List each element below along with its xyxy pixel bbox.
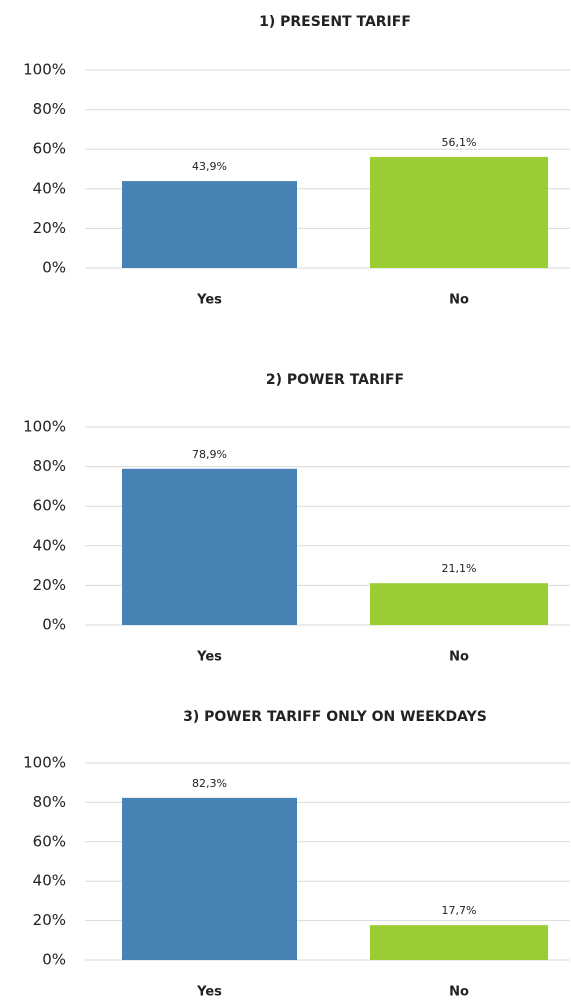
- y-tick-label: 20%: [33, 911, 66, 929]
- value-label: 78,9%: [192, 448, 227, 461]
- value-label: 21,1%: [442, 562, 477, 575]
- bar: [122, 181, 297, 268]
- y-tick-label: 0%: [42, 616, 66, 634]
- value-label: 17,7%: [442, 904, 477, 917]
- y-tick-label: 40%: [33, 536, 66, 554]
- y-tick-label: 20%: [33, 219, 66, 237]
- y-tick-label: 80%: [33, 793, 66, 811]
- y-tick-label: 80%: [33, 100, 66, 118]
- y-tick-label: 60%: [33, 140, 66, 158]
- chart-title: 1) PRESENT TARIFF: [259, 14, 411, 30]
- bar: [370, 925, 548, 960]
- x-tick-label: Yes: [196, 293, 222, 308]
- y-tick-label: 100%: [23, 418, 66, 436]
- y-tick-label: 0%: [42, 951, 66, 969]
- value-label: 56,1%: [442, 136, 477, 149]
- y-tick-label: 40%: [33, 872, 66, 890]
- x-tick-label: No: [449, 985, 469, 1000]
- y-tick-label: 80%: [33, 457, 66, 475]
- value-label: 82,3%: [192, 777, 227, 790]
- chart-title: 3) POWER TARIFF ONLY ON WEEKDAYS: [183, 709, 487, 725]
- x-tick-label: Yes: [196, 985, 222, 1000]
- y-tick-label: 40%: [33, 179, 66, 197]
- bar: [370, 156, 548, 268]
- value-label: 43,9%: [192, 160, 227, 173]
- y-tick-label: 100%: [23, 754, 66, 772]
- chart-title: 2) POWER TARIFF: [266, 372, 404, 388]
- x-tick-label: No: [449, 293, 469, 308]
- y-tick-label: 0%: [42, 259, 66, 277]
- y-tick-label: 60%: [33, 497, 66, 515]
- bar: [122, 468, 297, 625]
- y-tick-label: 100%: [23, 61, 66, 79]
- y-tick-label: 60%: [33, 832, 66, 850]
- bar: [370, 583, 548, 625]
- bar: [122, 797, 297, 960]
- x-tick-label: Yes: [196, 650, 222, 665]
- x-tick-label: No: [449, 650, 469, 665]
- y-tick-label: 20%: [33, 576, 66, 594]
